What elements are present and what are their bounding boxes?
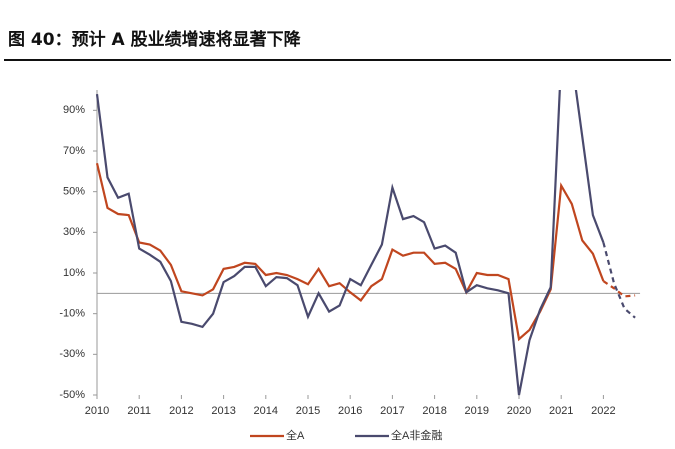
x-tick-label: 2014 [254,405,278,417]
forecast-line [602,280,636,298]
x-tick-label: 2010 [85,405,109,417]
y-tick-label: 50% [63,186,85,198]
x-tick-label: 2020 [507,405,531,417]
y-tick-label: 30% [63,226,85,238]
legend-label: 全A非金融 [391,428,442,442]
x-tick-label: 2015 [296,405,320,417]
x-tick-label: 2022 [591,405,615,417]
x-tick-label: 2017 [380,405,404,417]
x-tick-label: 2018 [422,405,446,417]
chart-title: 图 40：预计 A 股业绩增速将显著下降 [8,29,302,50]
y-tick-label: 70% [63,145,85,157]
x-tick-label: 2021 [549,405,573,417]
legend-label: 全A [286,428,305,442]
y-tick-label: -30% [59,348,85,360]
forecast-line [602,242,636,319]
y-tick-label: -10% [59,308,85,320]
y-tick-label: 10% [63,267,85,279]
y-tick-label: -50% [59,389,85,401]
x-tick-label: 2012 [169,405,193,417]
x-tick-label: 2013 [211,405,235,417]
x-tick-label: 2019 [465,405,489,417]
plot-area [95,90,636,396]
x-tick-label: 2016 [338,405,362,417]
series-line [95,162,605,342]
series-line [95,90,605,396]
x-tick-label: 2011 [127,405,151,417]
y-tick-label: 90% [63,104,85,116]
